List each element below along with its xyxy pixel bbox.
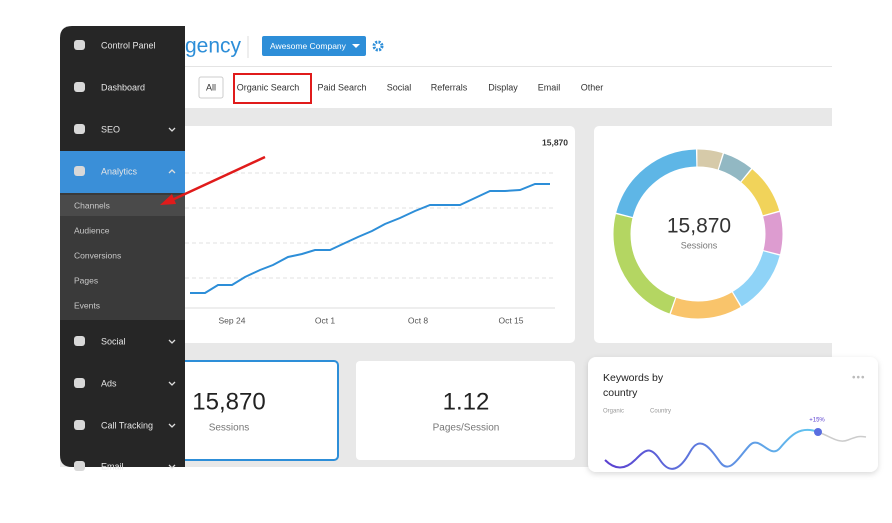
company-button[interactable] bbox=[262, 36, 366, 56]
nav-chevron bbox=[168, 381, 176, 386]
keywords-card bbox=[588, 357, 878, 472]
nav-icon bbox=[74, 166, 85, 176]
annotation-arrow bbox=[171, 155, 266, 202]
nav-chevron bbox=[168, 127, 176, 132]
x-label: Sep 24 bbox=[219, 315, 246, 325]
donut-value: 15,870 bbox=[667, 215, 731, 238]
x-label: Oct 1 bbox=[315, 315, 336, 325]
tab[interactable]: Organic Search bbox=[237, 82, 300, 92]
stat-value: 15,870 bbox=[192, 388, 265, 415]
donut-label: Sessions bbox=[681, 240, 718, 250]
nav-icon bbox=[74, 461, 85, 471]
tab[interactable]: Email bbox=[538, 82, 561, 92]
submenu-item[interactable]: Channels bbox=[74, 200, 110, 210]
nav-icon bbox=[74, 124, 85, 134]
badge: +15% bbox=[809, 418, 825, 424]
nav-chevron bbox=[168, 339, 176, 344]
highlight-box bbox=[233, 73, 312, 104]
nav-item[interactable]: Social bbox=[101, 336, 126, 346]
nav-item[interactable]: Ads bbox=[101, 378, 117, 388]
company-caret bbox=[352, 44, 360, 48]
annotation-arrowhead bbox=[160, 194, 176, 205]
settings-icon[interactable] bbox=[372, 40, 384, 52]
nav-item[interactable]: SEO bbox=[101, 124, 120, 134]
tab[interactable]: Referrals bbox=[431, 82, 468, 92]
nav-chevron bbox=[168, 464, 176, 469]
nav-item[interactable]: Control Panel bbox=[101, 40, 156, 50]
submenu-item[interactable]: Audience bbox=[74, 225, 110, 235]
line-grid bbox=[185, 172, 555, 279]
x-label: Oct 8 bbox=[408, 315, 429, 325]
tab[interactable]: Display bbox=[488, 82, 518, 92]
keywords-title: Keywords by bbox=[603, 372, 664, 384]
nav-icon bbox=[74, 378, 85, 388]
filter-label[interactable]: Organic bbox=[603, 409, 624, 415]
company-button-label: Awesome Company bbox=[270, 41, 347, 51]
keywords-wave-rest bbox=[817, 431, 867, 442]
keywords-wave bbox=[604, 428, 819, 470]
nav-chevron bbox=[168, 169, 176, 174]
nav-icon bbox=[74, 40, 85, 50]
header-title: gency bbox=[185, 35, 242, 58]
wave-point bbox=[814, 428, 822, 436]
submenu-item[interactable]: Events bbox=[74, 300, 100, 310]
tab[interactable]: All bbox=[206, 82, 216, 92]
tab[interactable]: Social bbox=[387, 82, 412, 92]
keywords-title: country bbox=[603, 387, 638, 399]
nav-item[interactable]: Dashboard bbox=[101, 82, 145, 92]
peak-label: 15,870 bbox=[542, 137, 568, 147]
stat-label: Sessions bbox=[209, 423, 250, 434]
donut bbox=[613, 149, 783, 319]
submenu-item[interactable]: Pages bbox=[74, 275, 98, 285]
tab-all-box bbox=[198, 76, 224, 99]
sessions-line bbox=[190, 183, 550, 294]
tab[interactable]: Other bbox=[581, 82, 604, 92]
line-card bbox=[160, 126, 575, 343]
nav-chevron bbox=[168, 423, 176, 428]
submenu-item[interactable]: Conversions bbox=[74, 250, 121, 260]
x-label: Oct 15 bbox=[498, 315, 523, 325]
nav-icon bbox=[74, 420, 85, 430]
more-dots[interactable]: ••• bbox=[852, 373, 866, 384]
stat-card bbox=[356, 361, 575, 460]
header-bar bbox=[60, 26, 832, 66]
nav-item[interactable]: Analytics bbox=[101, 166, 138, 176]
tab-bar bbox=[60, 66, 832, 108]
nav-icon bbox=[74, 336, 85, 346]
submenu-active-bg bbox=[60, 195, 185, 216]
filter-label[interactable]: Country bbox=[650, 409, 671, 415]
nav-icon bbox=[74, 82, 85, 92]
nav-item[interactable]: Email bbox=[101, 461, 124, 471]
stat-value: 1.12 bbox=[443, 388, 490, 415]
stat-label: Pages/Session bbox=[433, 423, 500, 434]
tab[interactable]: Paid Search bbox=[317, 82, 366, 92]
nav-item[interactable]: Call Tracking bbox=[101, 420, 153, 430]
